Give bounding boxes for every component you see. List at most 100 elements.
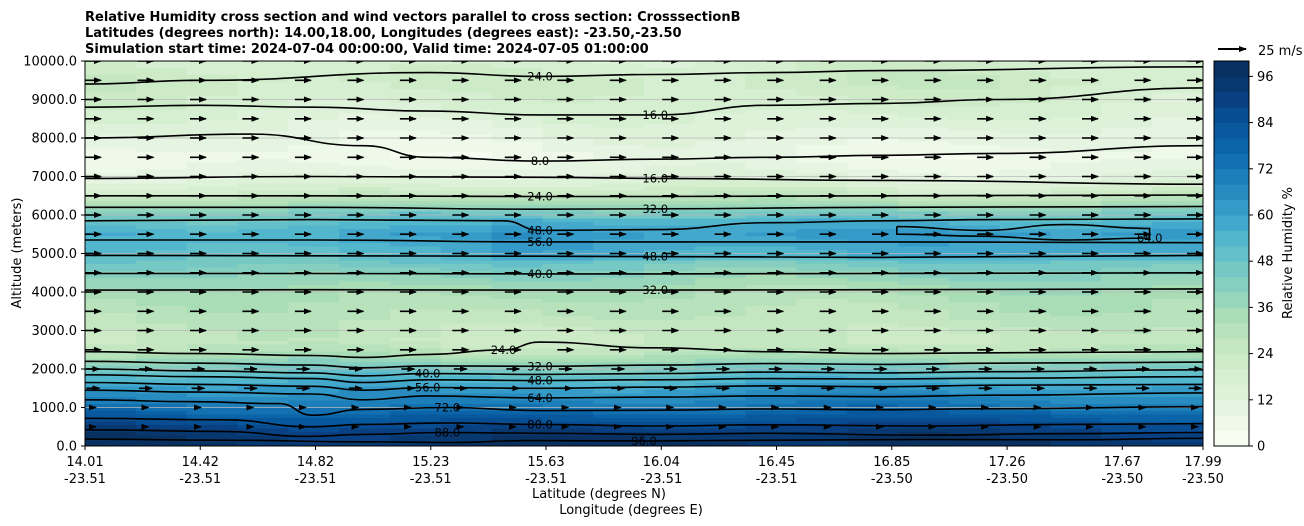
field-cell: [796, 358, 848, 363]
field-cell: [339, 215, 391, 220]
field-cell: [898, 253, 950, 258]
x-tick-label-lat: 17.67: [1104, 455, 1141, 470]
field-cell: [1152, 120, 1203, 125]
field-cell: [796, 355, 848, 360]
field-cell: [1101, 299, 1153, 304]
field-cell: [440, 152, 493, 157]
field-cell: [389, 243, 442, 248]
field-cell: [948, 162, 1001, 167]
field-cell: [135, 110, 188, 115]
field-cell: [999, 337, 1052, 342]
field-cell: [898, 127, 950, 132]
field-cell: [847, 183, 899, 188]
field-cell: [847, 211, 899, 216]
field-cell: [796, 236, 848, 241]
field-cell: [847, 302, 899, 307]
field-cell: [898, 299, 950, 304]
field-cell: [745, 187, 798, 192]
field-cell: [440, 64, 493, 69]
field-cell: [1152, 187, 1203, 192]
field-cell: [898, 229, 950, 234]
field-cell: [186, 439, 239, 444]
field-cell: [948, 355, 1001, 360]
field-cell: [999, 71, 1052, 76]
field-cell: [1101, 159, 1153, 164]
field-cell: [135, 92, 188, 97]
field-cell: [593, 180, 645, 185]
field-cell: [796, 159, 848, 164]
field-cell: [542, 334, 594, 339]
field-cell: [440, 267, 493, 272]
field-cell: [1101, 435, 1153, 440]
field-cell: [339, 369, 391, 374]
field-cell: [440, 432, 493, 437]
field-cell: [85, 267, 137, 272]
field-cell: [339, 148, 391, 153]
field-cell: [85, 393, 137, 398]
field-cell: [542, 89, 594, 94]
field-cell: [389, 313, 442, 318]
field-cell: [1050, 257, 1102, 262]
field-cell: [1050, 393, 1102, 398]
field-cell: [999, 162, 1052, 167]
field-cell: [593, 166, 645, 171]
field-cell: [491, 85, 543, 90]
field-cell: [847, 246, 899, 251]
field-cell: [135, 327, 188, 332]
field-cell: [694, 103, 747, 108]
field-cell: [999, 428, 1052, 433]
field-cell: [440, 141, 493, 146]
field-cell: [948, 418, 1001, 423]
field-cell: [948, 264, 1001, 269]
colorbar-swatch: [1214, 230, 1249, 247]
field-cell: [1050, 390, 1102, 395]
field-cell: [1152, 386, 1203, 391]
field-cell: [389, 414, 442, 419]
field-cell: [135, 71, 188, 76]
field-cell: [288, 215, 340, 220]
field-cell: [85, 138, 137, 143]
field-cell: [339, 232, 391, 237]
contour-line: [85, 218, 1203, 232]
field-cell: [85, 323, 137, 328]
field-cell: [644, 264, 696, 269]
field-cell: [542, 141, 594, 146]
contour-line: [85, 254, 1203, 259]
colorbar-tick-label: 48: [1257, 255, 1274, 270]
field-cell: [948, 208, 1001, 213]
x-tick-label-lon: -23.50: [986, 472, 1028, 487]
field-cell: [542, 106, 594, 111]
field-cell: [85, 309, 137, 314]
field-cell: [694, 166, 747, 171]
field-cell: [491, 208, 543, 213]
field-cell: [339, 306, 391, 311]
field-cell: [1050, 159, 1102, 164]
field-cell: [593, 435, 645, 440]
field-cell: [85, 313, 137, 318]
field-cell: [593, 383, 645, 388]
field-cell: [389, 208, 442, 213]
field-cell: [186, 344, 239, 349]
field-cell: [542, 274, 594, 279]
field-cell: [898, 190, 950, 195]
field-cell: [796, 285, 848, 290]
field-cell: [644, 400, 696, 405]
field-cell: [237, 379, 289, 384]
field-cell: [745, 295, 798, 300]
field-cell: [237, 183, 289, 188]
field-cell: [186, 183, 239, 188]
field-cell: [339, 334, 391, 339]
field-cell: [796, 439, 848, 444]
field-cell: [847, 131, 899, 136]
field-cell: [948, 201, 1001, 206]
field-cell: [999, 173, 1052, 178]
field-cell: [847, 327, 899, 332]
field-cell: [847, 372, 899, 377]
field-cell: [1152, 138, 1203, 143]
field-cell: [847, 85, 899, 90]
field-cell: [1101, 190, 1153, 195]
field-cell: [85, 421, 137, 426]
field-cell: [1050, 281, 1102, 286]
field-cell: [745, 274, 798, 279]
field-cell: [440, 68, 493, 73]
